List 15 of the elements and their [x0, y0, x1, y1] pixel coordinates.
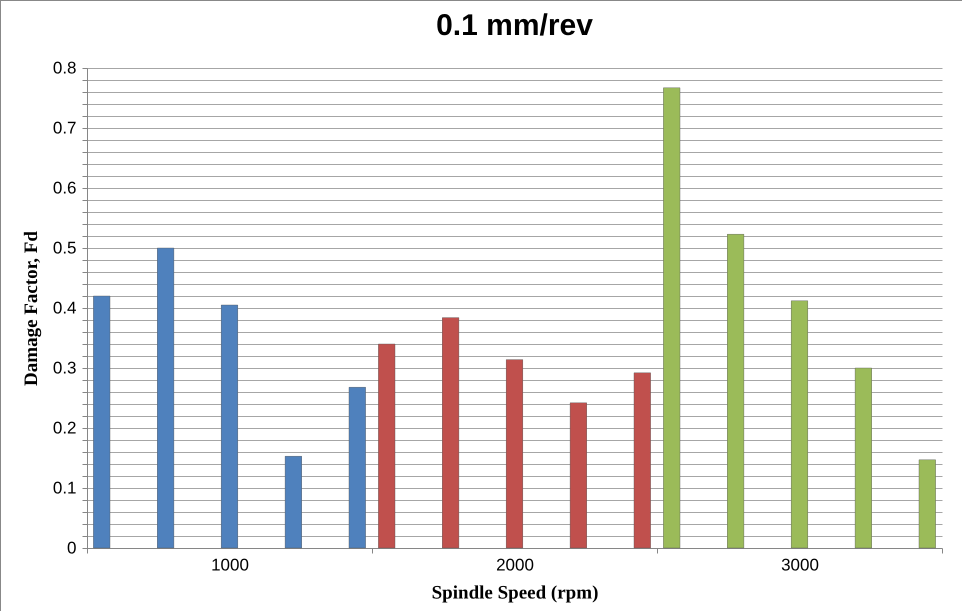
x-axis-title: Spindle Speed (rpm)	[432, 582, 598, 604]
y-axis-title: Damage Factor, Fd	[20, 230, 42, 386]
y-tick-label: 0.3	[52, 358, 76, 378]
y-tick-label: 0.2	[52, 418, 76, 438]
y-tick-label: 0.5	[52, 238, 76, 258]
chart-title: 0.1 mm/rev	[436, 9, 594, 42]
y-tick-label: 0.6	[52, 178, 76, 198]
y-tick-label: 0	[67, 538, 76, 558]
y-tick-label: 0.7	[52, 118, 76, 138]
y-tick-label: 0.8	[52, 58, 76, 78]
x-tick-label: 1000	[211, 556, 249, 574]
y-tick-label: 0.4	[52, 298, 76, 318]
y-tick-label: 0.1	[52, 478, 76, 498]
x-tick-label: 2000	[496, 556, 534, 574]
x-tick-label: 3000	[781, 556, 819, 574]
